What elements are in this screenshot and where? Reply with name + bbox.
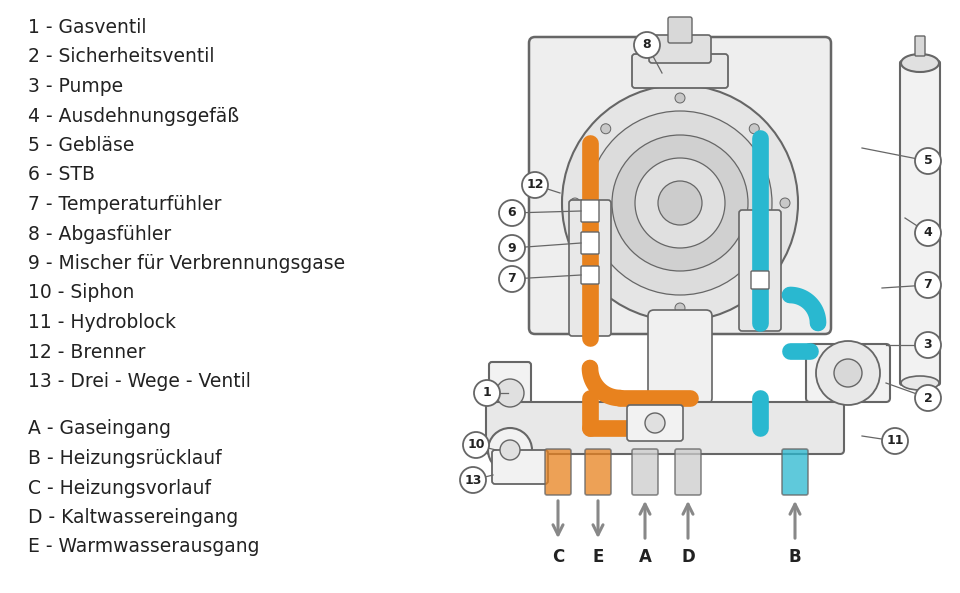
Text: 5: 5 [924, 155, 932, 167]
FancyBboxPatch shape [492, 450, 548, 484]
Text: 5 - Gebläse: 5 - Gebläse [28, 136, 134, 155]
Circle shape [601, 272, 611, 282]
Circle shape [500, 440, 520, 460]
Text: 11: 11 [886, 435, 903, 448]
Circle shape [474, 380, 500, 406]
Circle shape [634, 32, 660, 58]
Circle shape [658, 181, 702, 225]
Text: D: D [682, 548, 695, 566]
Ellipse shape [901, 376, 939, 390]
Circle shape [816, 341, 880, 405]
FancyBboxPatch shape [900, 61, 940, 385]
Text: 12: 12 [526, 178, 543, 192]
FancyBboxPatch shape [668, 17, 692, 43]
Text: 8 - Abgasfühler: 8 - Abgasfühler [28, 225, 171, 244]
Circle shape [915, 332, 941, 358]
Text: 7 - Temperaturfühler: 7 - Temperaturfühler [28, 195, 222, 214]
FancyBboxPatch shape [585, 449, 611, 495]
Circle shape [522, 172, 548, 198]
Text: D - Kaltwassereingang: D - Kaltwassereingang [28, 508, 238, 527]
FancyBboxPatch shape [739, 210, 781, 331]
Text: 10 - Siphon: 10 - Siphon [28, 283, 134, 302]
Text: 2 - Sicherheitsventil: 2 - Sicherheitsventil [28, 47, 214, 66]
FancyBboxPatch shape [632, 54, 728, 88]
Circle shape [496, 379, 524, 407]
Text: 1 - Gasventil: 1 - Gasventil [28, 18, 147, 37]
Circle shape [499, 200, 525, 226]
FancyBboxPatch shape [486, 402, 844, 454]
FancyBboxPatch shape [649, 35, 711, 63]
Circle shape [780, 198, 790, 208]
FancyBboxPatch shape [529, 37, 831, 334]
Circle shape [612, 135, 748, 271]
Text: E - Warmwasserausgang: E - Warmwasserausgang [28, 537, 259, 556]
Circle shape [562, 85, 798, 321]
Text: 4 - Ausdehnungsgefäß: 4 - Ausdehnungsgefäß [28, 107, 239, 126]
FancyBboxPatch shape [545, 449, 571, 495]
Text: 10: 10 [468, 438, 485, 451]
Text: 3: 3 [924, 339, 932, 352]
FancyBboxPatch shape [806, 344, 890, 402]
FancyBboxPatch shape [581, 200, 599, 222]
Circle shape [675, 93, 685, 103]
Circle shape [915, 220, 941, 246]
Ellipse shape [901, 54, 939, 72]
Circle shape [570, 198, 580, 208]
Text: C - Heizungsvorlauf: C - Heizungsvorlauf [28, 479, 211, 498]
FancyBboxPatch shape [675, 449, 701, 495]
Circle shape [635, 158, 725, 248]
Circle shape [834, 359, 862, 387]
Text: 6 - STB: 6 - STB [28, 165, 95, 184]
Circle shape [675, 303, 685, 313]
Text: 11 - Hydroblock: 11 - Hydroblock [28, 313, 176, 332]
Text: A - Gaseingang: A - Gaseingang [28, 419, 171, 438]
Circle shape [499, 266, 525, 292]
FancyBboxPatch shape [648, 310, 712, 404]
Circle shape [915, 148, 941, 174]
Circle shape [882, 428, 908, 454]
Circle shape [499, 235, 525, 261]
FancyBboxPatch shape [627, 405, 683, 441]
Text: 6: 6 [508, 206, 516, 219]
Text: B: B [789, 548, 802, 566]
Circle shape [601, 124, 611, 134]
Circle shape [588, 111, 772, 295]
Text: 8: 8 [642, 39, 651, 52]
FancyBboxPatch shape [632, 449, 658, 495]
Circle shape [915, 385, 941, 411]
Text: A: A [638, 548, 652, 566]
Text: 2: 2 [924, 391, 932, 404]
FancyBboxPatch shape [915, 36, 925, 56]
Text: E: E [592, 548, 604, 566]
Text: 1: 1 [483, 387, 492, 400]
Circle shape [488, 428, 532, 472]
FancyBboxPatch shape [489, 362, 531, 424]
Circle shape [915, 272, 941, 298]
Text: 9 - Mischer für Verbrennungsgase: 9 - Mischer für Verbrennungsgase [28, 254, 346, 273]
FancyBboxPatch shape [751, 271, 769, 289]
Text: 13: 13 [465, 473, 482, 486]
Circle shape [749, 124, 759, 134]
FancyBboxPatch shape [782, 449, 808, 495]
Circle shape [749, 272, 759, 282]
FancyBboxPatch shape [569, 200, 611, 336]
Circle shape [463, 432, 489, 458]
FancyBboxPatch shape [581, 232, 599, 254]
FancyBboxPatch shape [581, 266, 599, 284]
Text: 7: 7 [924, 279, 932, 292]
Text: 13 - Drei - Wege - Ventil: 13 - Drei - Wege - Ventil [28, 372, 251, 391]
Text: 3 - Pumpe: 3 - Pumpe [28, 77, 123, 96]
Circle shape [645, 413, 665, 433]
Circle shape [460, 467, 486, 493]
Text: 9: 9 [508, 241, 516, 254]
Text: B - Heizungsrücklauf: B - Heizungsrücklauf [28, 449, 222, 468]
Text: 4: 4 [924, 227, 932, 240]
Text: 12 - Brenner: 12 - Brenner [28, 343, 146, 362]
Text: 7: 7 [508, 273, 516, 285]
Text: C: C [552, 548, 564, 566]
